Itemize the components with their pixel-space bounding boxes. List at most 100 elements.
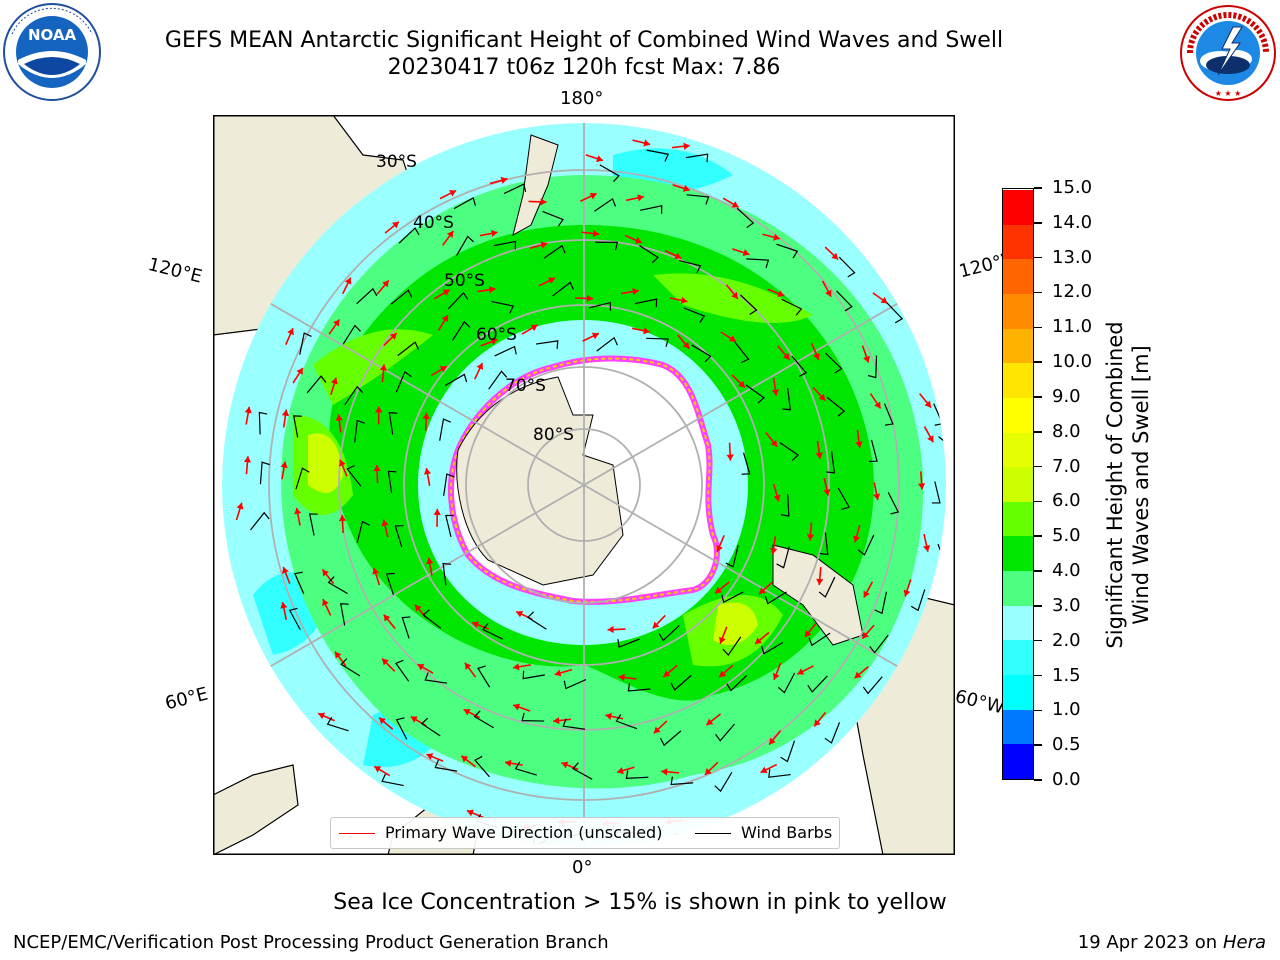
wind-barb (745, 384, 765, 404)
wind-barb (670, 776, 694, 786)
colorbar-segment (1003, 432, 1033, 468)
wind-barb (395, 659, 410, 682)
wave-arrow-head (322, 599, 329, 607)
wave-arrow-head (773, 494, 781, 502)
wave-arrow-head (373, 465, 381, 472)
colorbar-tick-label: 12.0 (1052, 281, 1093, 303)
polar-map (213, 115, 955, 855)
wave-arrow-head (716, 544, 723, 552)
colorbar-tick (1034, 500, 1042, 503)
wind-barb (445, 514, 454, 538)
wind-barb (442, 562, 452, 586)
wind-barb (385, 572, 395, 596)
colorbar-tick-label: 7.0 (1052, 455, 1081, 477)
colorbar-tick-label: 10.0 (1052, 351, 1093, 373)
wind-barb (826, 396, 846, 417)
wind-barb (326, 716, 349, 732)
wave-arrow-head (924, 400, 932, 408)
wind-barb (420, 717, 441, 737)
colorbar-tick (1034, 709, 1042, 712)
wind-barb (776, 546, 790, 569)
wave-arrow-head (663, 670, 671, 677)
wave-height-field (222, 123, 946, 847)
wind-barb (452, 320, 471, 341)
wave-arrow-head (715, 586, 723, 594)
wave-arrow-head (423, 468, 432, 475)
colorbar-tick-label: 4.0 (1052, 560, 1081, 582)
wind-barb (722, 636, 742, 657)
wave-arrow-head (605, 712, 612, 720)
wave-arrow-head (637, 194, 644, 202)
wave-arrow-head (617, 767, 624, 775)
wind-barb (482, 622, 504, 640)
wind-barb (514, 761, 537, 776)
colorbar-tick (1034, 570, 1042, 572)
colorbar-tick-label: 0.0 (1052, 769, 1081, 790)
wind-barb (910, 589, 926, 612)
wind-barb (659, 730, 682, 747)
wave-arrow-head (782, 352, 790, 360)
wave-arrow-head (742, 249, 750, 257)
colorbar-tick-label: 13.0 (1052, 246, 1093, 268)
lon-label-180: 180° (560, 88, 604, 109)
footer-date: 19 Apr 2023 on Hera (1078, 932, 1266, 953)
wind-barb (444, 373, 468, 386)
wave-arrow-head (513, 703, 521, 711)
wave-arrow-head (463, 709, 471, 716)
wind-barb (779, 442, 800, 461)
wave-arrow-head (797, 668, 805, 675)
wind-barb (725, 545, 739, 568)
wind-barb (886, 302, 904, 324)
wave-arrow-head (426, 753, 434, 760)
lat-label-50s: 50°S (444, 271, 485, 291)
wave-arrow-head (372, 567, 380, 575)
wave-arrow-head (243, 456, 252, 463)
wind-barb (447, 291, 469, 310)
colorbar-segment (1003, 466, 1033, 502)
wave-arrow-head (389, 333, 397, 340)
wave-arrow-head (682, 184, 690, 192)
noaa-logo: NOAA (2, 2, 102, 102)
lat-label-80s: 80°S (533, 425, 574, 445)
wind-barb (394, 524, 404, 548)
colorbar-tick (1034, 396, 1042, 398)
wave-arrow-head (334, 651, 342, 659)
wave-arrow-head (381, 519, 389, 527)
wave-arrow-head (596, 155, 603, 163)
colorbar-tick (1034, 431, 1042, 433)
wave-arrow-head (854, 671, 862, 679)
wind-barb (344, 385, 364, 406)
wind-barb (867, 355, 878, 379)
wave-arrow-head (825, 289, 832, 297)
lat-label-40s: 40°S (413, 213, 454, 233)
wave-arrow-head (375, 406, 383, 413)
wind-barb (526, 611, 547, 630)
wave-arrow-head (815, 452, 823, 459)
wave-arrow-head (760, 766, 768, 774)
wind-barb (562, 718, 586, 730)
wind-barb (781, 298, 803, 316)
wave-arrow-head (379, 717, 386, 725)
wind-barb (477, 665, 491, 688)
wave-arrow-head (500, 176, 508, 184)
wave-arrow-head (634, 237, 642, 244)
colorbar-tick-label: 2.0 (1052, 629, 1081, 651)
wind-barb (381, 773, 404, 787)
colorbar-tick (1034, 639, 1042, 642)
colorbar-tick-label: 11.0 (1052, 316, 1093, 338)
wind-barb (473, 710, 494, 729)
wave-arrow-head (853, 535, 861, 543)
wind-barb (354, 419, 365, 443)
wind-barb (639, 244, 659, 264)
wave-arrow-head (491, 229, 498, 237)
wind-barb (356, 520, 370, 544)
lat-label-60s: 60°S (476, 325, 517, 345)
wave-arrow-head (769, 737, 776, 745)
wave-arrow-head (873, 493, 881, 501)
wave-arrow-head (280, 602, 288, 609)
lat-label-30s: 30°S (376, 152, 417, 172)
wave-arrow-head (653, 726, 661, 734)
wave-arrow-head (335, 414, 343, 421)
wave-arrow-head (383, 614, 391, 622)
wave-arrow-head (244, 406, 252, 414)
